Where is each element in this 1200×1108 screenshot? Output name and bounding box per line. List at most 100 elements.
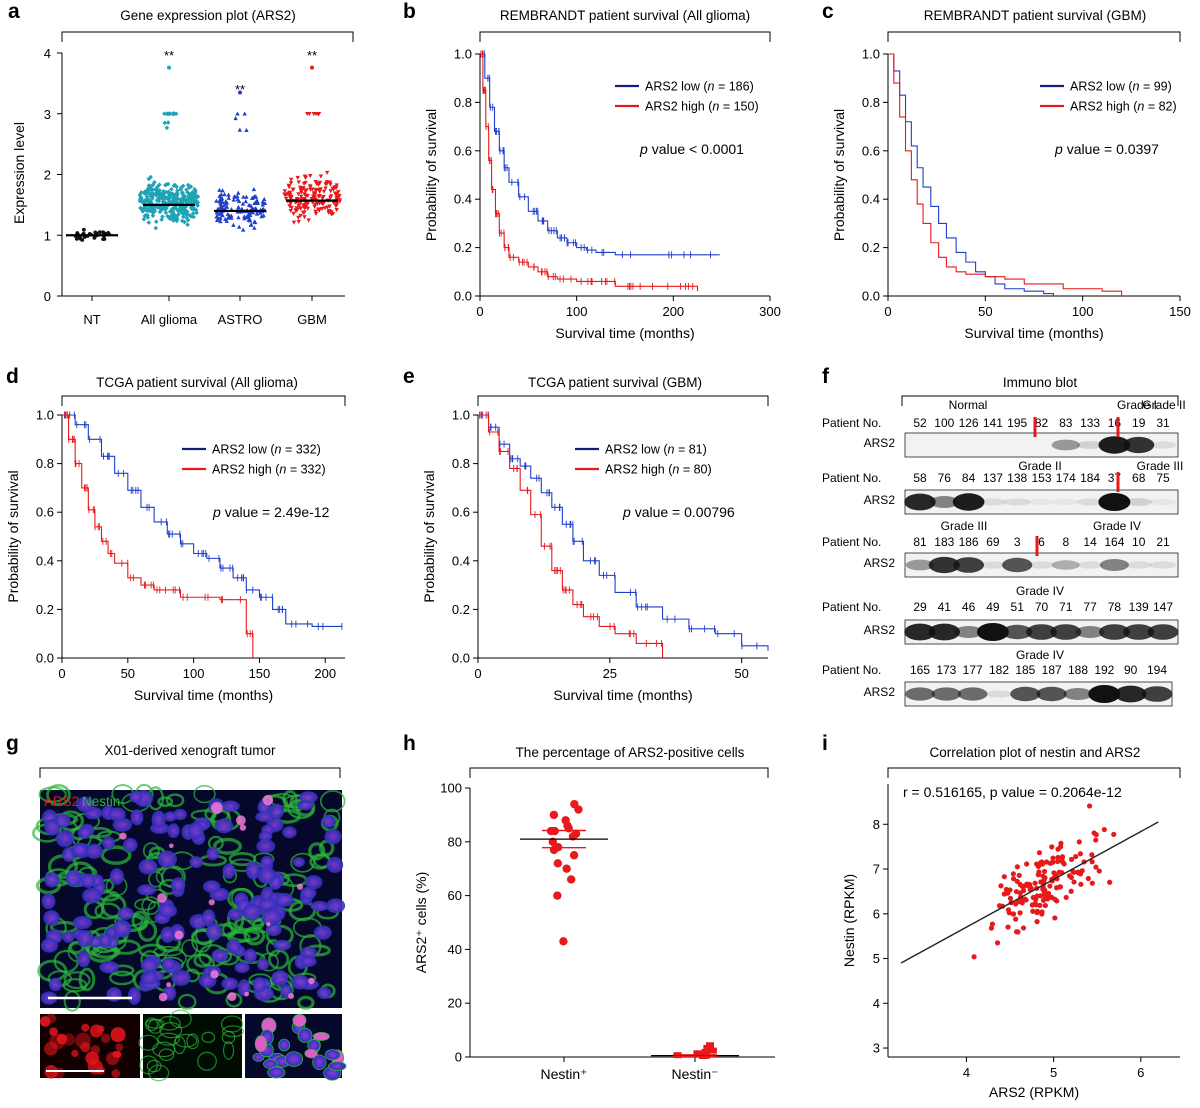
data-point: [146, 220, 152, 225]
panel-a-axes: 0 1 2 3 4 NT All glioma ASTRO GBM: [44, 46, 345, 327]
x-tick-label: Nestin⁺: [540, 1066, 587, 1082]
blot-band: [1076, 441, 1104, 449]
data-point: [1071, 879, 1077, 885]
data-point: [184, 212, 190, 218]
blot-band: [1052, 498, 1079, 506]
data-point: [313, 180, 318, 185]
patient-number: 187: [1042, 663, 1062, 677]
merged-channel-cell: [252, 1052, 265, 1062]
cell-nucleus: [255, 811, 275, 823]
nestin-signal: [290, 852, 315, 873]
data-point: [1042, 902, 1048, 909]
cell-nucleus: [292, 857, 305, 868]
data-point: [171, 214, 177, 220]
blot-band: [1099, 624, 1130, 640]
panel-a-expression-plot: a Gene expression plot (ARS2) 0 1 2 3 4 NT All…: [8, 0, 354, 327]
nestin-signal: [148, 871, 164, 888]
panel-b-label: b: [403, 0, 416, 23]
ars2-signal: [119, 832, 127, 840]
y-tick-label: 0.8: [862, 95, 880, 110]
blot-band: [1098, 493, 1131, 511]
data-point: [299, 190, 304, 195]
ars2-channel-spot: [71, 1049, 79, 1058]
data-point: [1038, 879, 1044, 885]
data-point: [156, 191, 161, 196]
panel-e-plot: 0.0 0.2 0.4 0.6 0.8 1.0 0 25 50 Survival time (mo…: [421, 408, 769, 703]
data-point: [238, 90, 242, 95]
cell-nucleus: [158, 903, 178, 918]
x-tick-label: 0: [476, 304, 483, 319]
blot-band: [1125, 561, 1152, 569]
data-point: [260, 206, 266, 211]
legend-entry: ARS2 low (n = 332): [212, 443, 321, 457]
survival-curve: [480, 53, 720, 256]
data-point: [312, 204, 317, 210]
data-point: [1030, 894, 1036, 901]
patient-number: 185: [1015, 663, 1035, 677]
cell-nucleus: [129, 790, 143, 803]
data-point: [159, 203, 165, 209]
patient-number: 194: [1147, 663, 1167, 677]
data-point: [1050, 859, 1056, 865]
panel-i-label: i: [822, 732, 828, 755]
data-point: [303, 180, 308, 185]
data-point: [1013, 916, 1019, 922]
blot-band: [931, 687, 962, 701]
ars2-signal: [210, 970, 219, 979]
data-point: [162, 111, 167, 117]
data-point: [708, 1047, 717, 1054]
data-point: [93, 230, 98, 235]
p-value-annotation: p value < 0.0001: [639, 141, 744, 157]
x-tick-label: All glioma: [141, 312, 198, 327]
data-point: [190, 190, 195, 195]
y-axis-label: Probability of survival: [831, 109, 847, 241]
x-tick-label: 0: [58, 666, 65, 681]
data-point: [1028, 885, 1034, 891]
data-point: [1039, 911, 1045, 917]
ars2-signal: [244, 991, 250, 997]
cell-nucleus: [205, 923, 223, 941]
band-label: ARS2: [864, 436, 896, 450]
data-point: [226, 192, 231, 197]
ars2-channel-spot: [96, 1025, 105, 1033]
data-point: [1052, 915, 1058, 921]
blot-strip: [904, 432, 1179, 458]
panel-e-title-bracket: [477, 395, 769, 406]
patient-number: 6: [1038, 535, 1045, 549]
patient-number: 19: [1132, 416, 1146, 430]
patient-number: 100: [934, 416, 954, 430]
nestin-channel-ring: [148, 1064, 170, 1082]
cell-nucleus: [291, 974, 310, 990]
data-point: [998, 883, 1004, 889]
patient-number: 3: [1014, 535, 1021, 549]
data-point: [296, 204, 302, 209]
p-value-annotation: p value = 2.49e-12: [212, 504, 330, 520]
data-point: [185, 222, 190, 227]
data-point: [1034, 919, 1040, 925]
data-point: [288, 177, 294, 182]
blot-band: [1123, 624, 1155, 640]
data-point: [288, 201, 293, 206]
ars2-channel-spot: [39, 1016, 51, 1027]
panel-d-title: TCGA patient survival (All glioma): [96, 375, 298, 390]
y-tick-label: 3: [44, 107, 51, 122]
cell-nucleus: [44, 819, 61, 836]
data-point: [248, 222, 254, 227]
data-point: [174, 218, 180, 224]
panel-a-label: a: [8, 0, 20, 23]
data-point: [229, 215, 234, 220]
data-point: [291, 211, 296, 216]
cell-nucleus: [82, 887, 102, 904]
panel-g-label: g: [6, 732, 19, 755]
data-point: [137, 198, 143, 204]
y-axis-label: Nestin (RPKM): [841, 874, 857, 967]
data-point: [296, 219, 301, 224]
data-point: [251, 186, 257, 192]
cell-nucleus: [202, 880, 221, 893]
cell-nucleus: [157, 850, 178, 868]
data-point: [1019, 900, 1025, 906]
y-tick-label: 0.4: [36, 553, 54, 568]
data-point: [163, 204, 169, 210]
cell-nucleus: [71, 842, 88, 857]
data-point: [286, 185, 292, 190]
